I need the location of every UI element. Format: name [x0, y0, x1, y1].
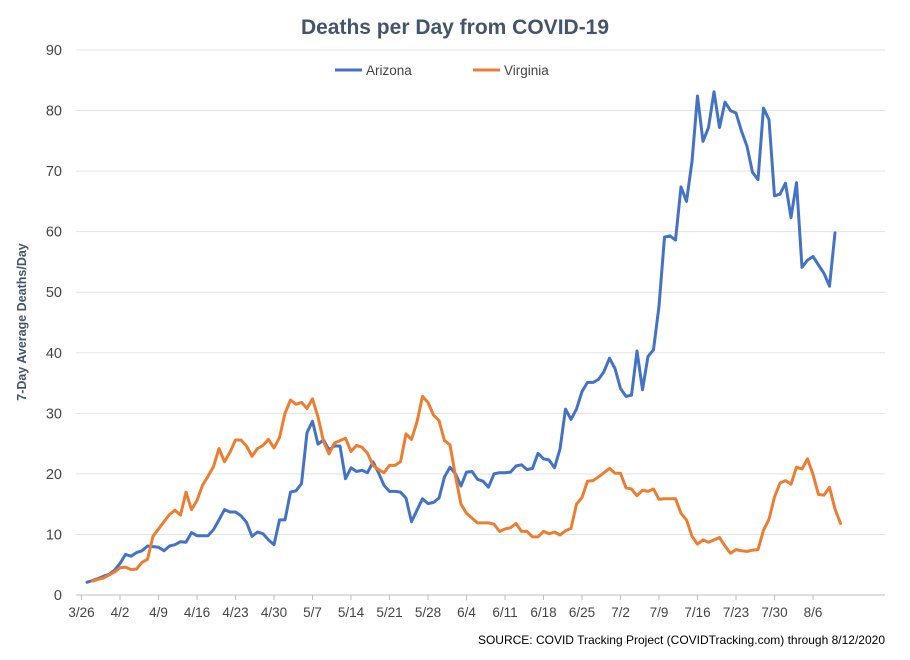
y-tick-label: 60 [46, 225, 62, 241]
y-axis-ticks: 0 10 20 30 40 50 60 70 80 90 [46, 43, 62, 604]
y-tick-label: 70 [46, 164, 62, 180]
y-tick-label: 0 [54, 588, 62, 604]
x-tick-label: 5/28 [415, 605, 441, 620]
series-line-arizona [85, 90, 837, 584]
y-axis-label: 7-Day Average Deaths/Day [15, 243, 29, 401]
x-tick-label: 4/16 [184, 605, 210, 620]
legend: Arizona Virginia [335, 63, 549, 78]
x-tick-label: 4/2 [111, 605, 130, 620]
x-tick-label: 7/16 [684, 605, 710, 620]
y-tick-label: 40 [46, 346, 62, 362]
x-tick-label: 5/7 [303, 605, 322, 620]
source-note: SOURCE: COVID Tracking Project (COVIDTra… [478, 633, 885, 647]
x-tick-label: 4/30 [261, 605, 287, 620]
y-tick-label: 50 [46, 285, 62, 301]
x-tick-label: 3/26 [68, 605, 94, 620]
x-tick-label: 5/21 [376, 605, 402, 620]
x-tick-label: 5/14 [338, 605, 365, 620]
x-axis-ticks: 3/26 4/2 4/9 4/16 4/23 4/30 5/7 5/14 5/21 5/28 6/4… [68, 595, 822, 620]
y-tick-label: 30 [46, 406, 62, 422]
x-tick-label: 7/2 [611, 605, 630, 620]
x-tick-label: 4/9 [149, 605, 168, 620]
x-tick-label: 6/18 [530, 605, 556, 620]
legend-label-arizona: Arizona [366, 63, 412, 78]
x-tick-label: 6/25 [569, 605, 595, 620]
y-tick-label: 90 [46, 43, 62, 59]
x-tick-label: 8/6 [804, 605, 823, 620]
chart-title: Deaths per Day from COVID-19 [301, 16, 609, 39]
series-lines [85, 90, 842, 584]
x-tick-label: 7/9 [650, 605, 669, 620]
x-tick-label: 6/11 [492, 605, 517, 620]
legend-label-virginia: Virginia [504, 63, 549, 78]
x-tick-label: 4/23 [222, 605, 248, 620]
x-tick-label: 7/30 [761, 605, 787, 620]
y-tick-label: 80 [46, 104, 62, 120]
x-tick-label: 6/4 [457, 605, 476, 620]
x-tick-label: 7/23 [723, 605, 749, 620]
y-tick-label: 10 [46, 527, 62, 543]
y-tick-label: 20 [46, 467, 62, 483]
series-line-virginia [91, 394, 842, 583]
